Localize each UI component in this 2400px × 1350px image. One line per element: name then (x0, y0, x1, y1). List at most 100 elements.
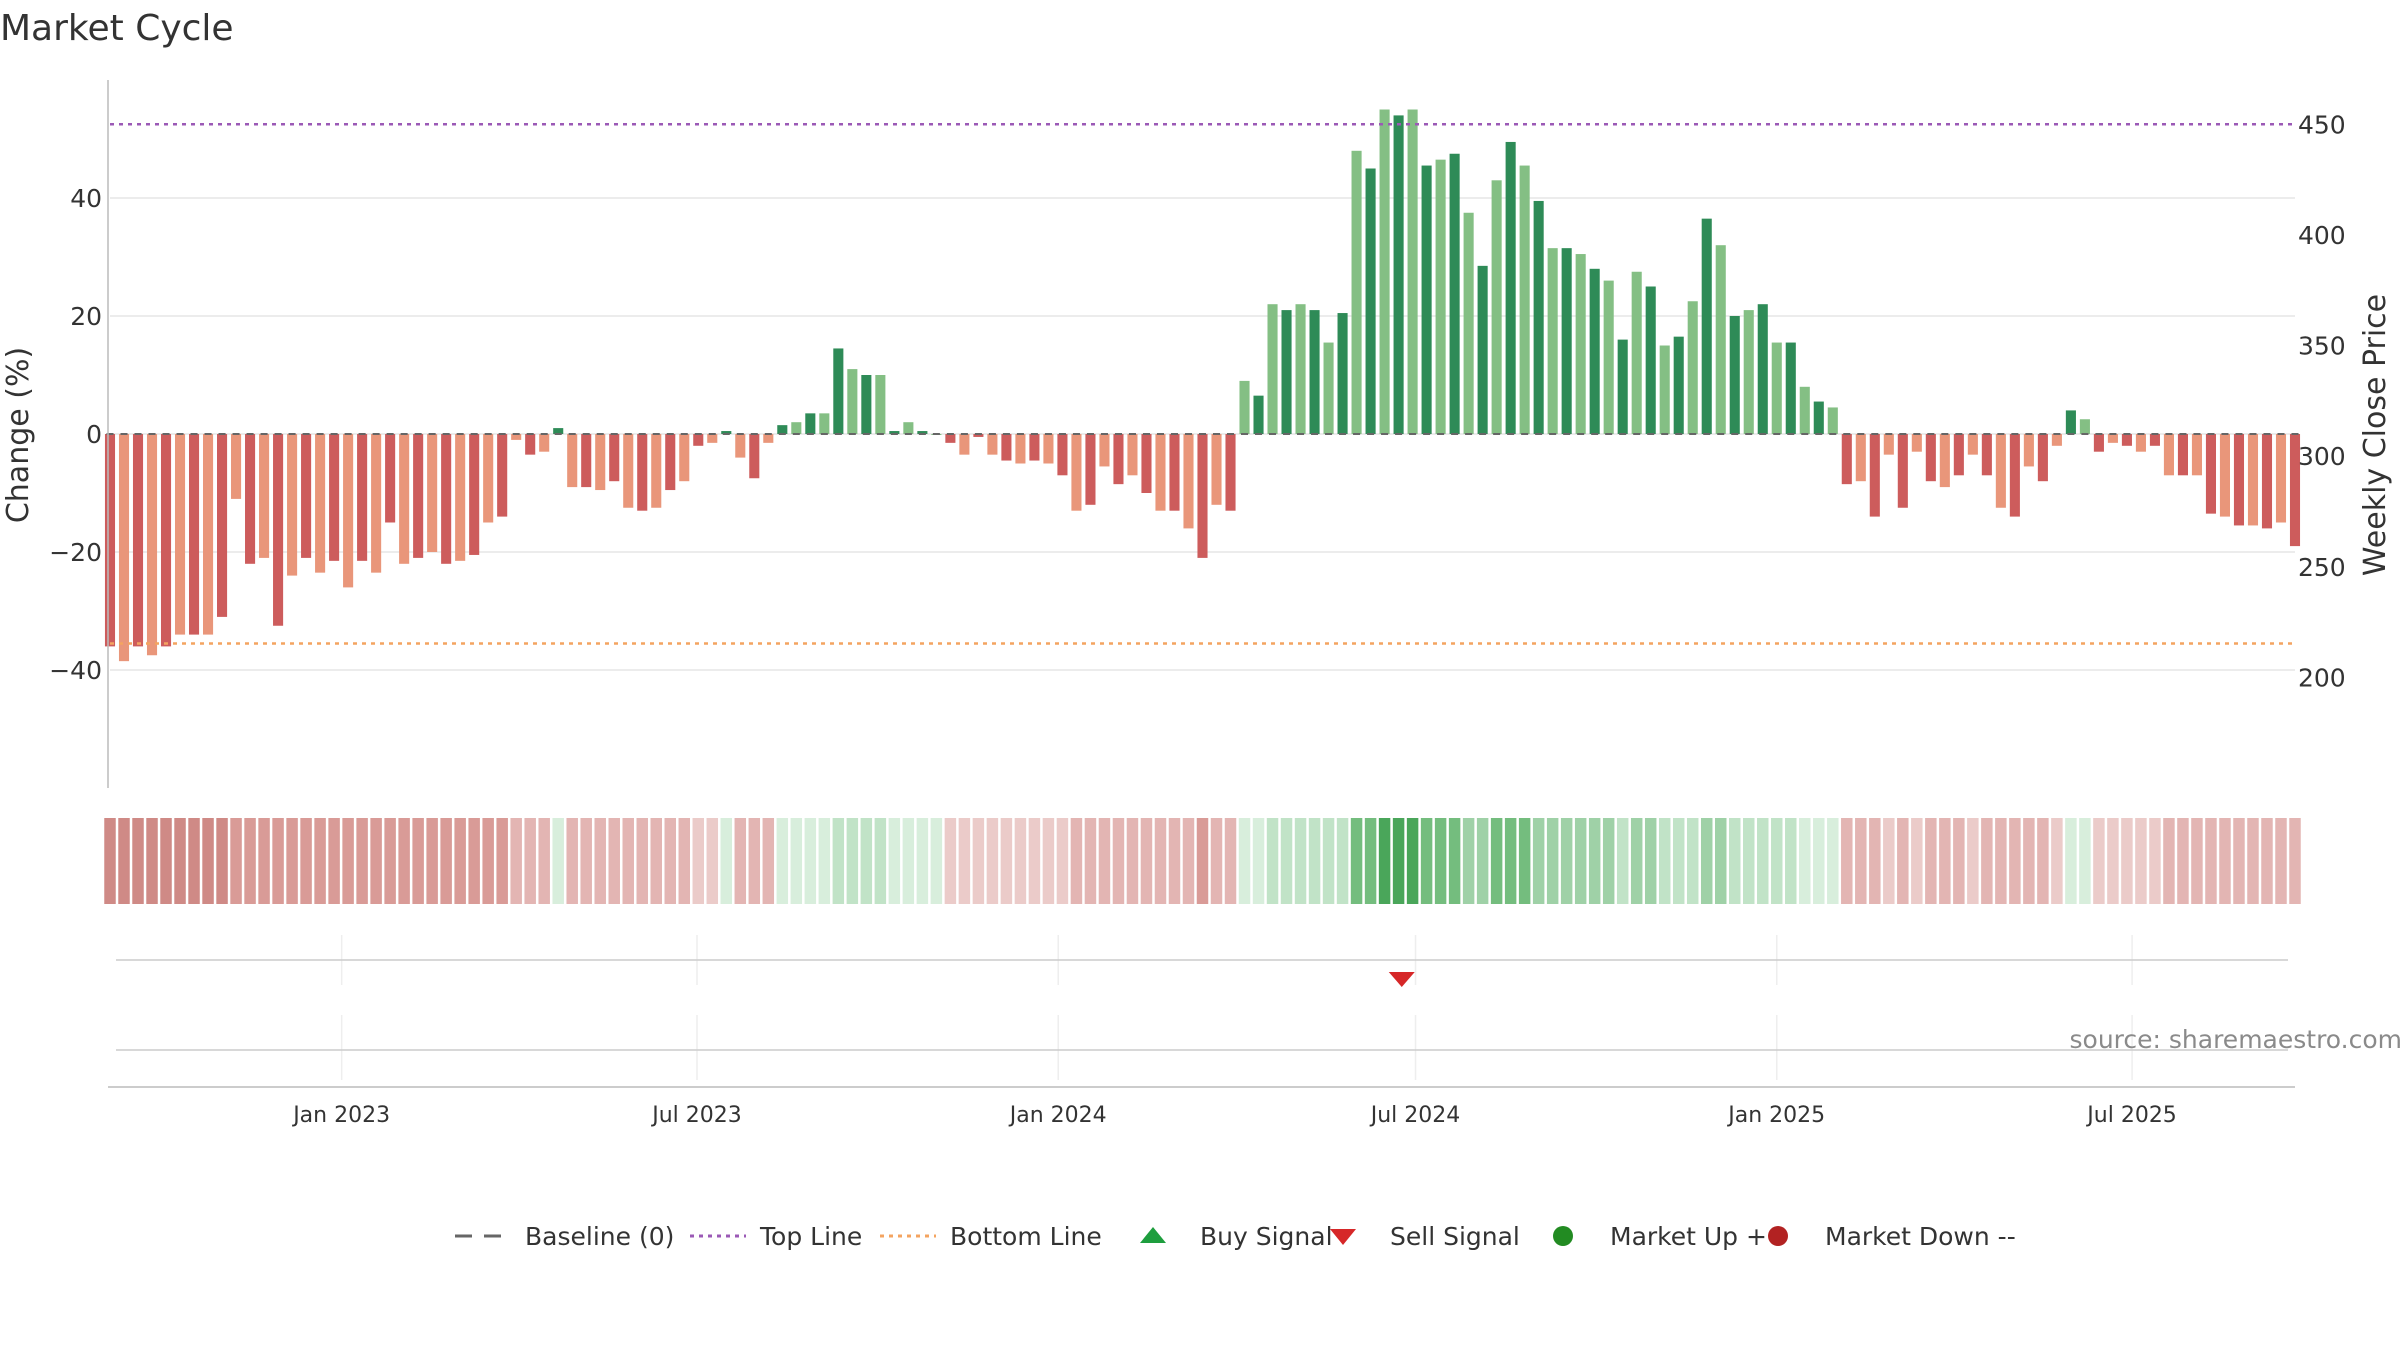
bar (1407, 109, 1418, 434)
heat-cell (2135, 818, 2147, 904)
heat-cell (1154, 818, 1167, 904)
strength-heat-strip (104, 818, 2301, 904)
heat-cell (2177, 818, 2189, 904)
heat-cell (118, 818, 130, 904)
heat-cell (1252, 818, 1265, 904)
bar (315, 434, 326, 573)
bar (427, 434, 438, 552)
heat-cell (1841, 818, 1853, 904)
bar (693, 434, 704, 446)
signal-markers (1388, 972, 1415, 987)
bar (1869, 434, 1880, 517)
heat-cell (1981, 818, 1993, 904)
heat-cell (1532, 818, 1545, 904)
bar (917, 431, 928, 434)
heat-cell (1813, 818, 1825, 904)
heat-cell (2009, 818, 2021, 904)
heat-cell (314, 818, 326, 904)
bar-series (104, 109, 2301, 662)
heat-cell (902, 818, 915, 904)
bar (609, 434, 620, 482)
bar (1631, 271, 1642, 434)
heat-cell (2023, 818, 2035, 904)
chart-title: Market Cycle (0, 8, 234, 49)
bar (973, 434, 984, 437)
bar (1393, 115, 1404, 435)
bar (301, 434, 312, 558)
bar (1267, 304, 1278, 434)
heat-cell (1771, 818, 1783, 904)
y2-tick-label: 300 (2298, 442, 2346, 471)
heat-cell (1238, 818, 1251, 904)
heat-cell (1700, 818, 1713, 904)
bar (2135, 434, 2146, 452)
bar (1967, 434, 1978, 455)
heat-cell (1546, 818, 1559, 904)
bar (1001, 434, 1012, 461)
bar (2275, 434, 2287, 523)
y-tick-label: 40 (70, 184, 102, 213)
legend-label: Market Down -- (1825, 1222, 2016, 1251)
legend-swatch (1330, 1229, 1356, 1245)
legend-swatch (1768, 1226, 1788, 1246)
legend-label: Sell Signal (1390, 1222, 1520, 1251)
legend-item: Bottom Line (880, 1222, 1102, 1251)
heat-cell (2247, 818, 2259, 904)
heat-cell (2065, 818, 2077, 904)
heat-cell (1084, 818, 1097, 904)
bar (1225, 434, 1236, 511)
bar (2009, 434, 2020, 517)
heat-cell (2037, 818, 2049, 904)
bar (2289, 434, 2301, 547)
bar (2163, 434, 2174, 476)
heat-cell (104, 818, 116, 904)
y2-tick-label: 350 (2298, 332, 2346, 361)
bar (539, 434, 550, 452)
heat-cell (356, 818, 368, 904)
heat-cell (1392, 818, 1405, 904)
source-credit: source: sharemaestro.com (2070, 1025, 2400, 1054)
bar (1911, 434, 1922, 452)
heat-cell (1827, 818, 1839, 904)
bar (1589, 268, 1600, 434)
heat-cell (1224, 818, 1237, 904)
heat-cell (1098, 818, 1111, 904)
bar (2219, 434, 2231, 517)
bar (273, 434, 284, 626)
bar (1953, 434, 1964, 476)
heat-cell (482, 818, 494, 904)
bar (1729, 316, 1740, 434)
bar (2065, 410, 2076, 434)
heat-cell (1911, 818, 1923, 904)
bar (1435, 159, 1446, 434)
sell-signal-marker (1388, 972, 1415, 987)
bar (1785, 342, 1796, 434)
y-tick-label: 20 (70, 302, 102, 331)
legend-item: Sell Signal (1330, 1222, 1520, 1251)
bar (497, 434, 508, 517)
bar (1127, 434, 1138, 476)
heat-cell (1729, 818, 1741, 904)
heat-cell (1210, 818, 1223, 904)
bar (399, 434, 410, 564)
x-tick-label: Jan 2024 (1008, 1103, 1107, 1128)
bar (2121, 434, 2132, 446)
heat-cell (636, 818, 648, 904)
heat-cell (1434, 818, 1447, 904)
bar (2107, 434, 2118, 443)
y2-tick-label: 250 (2298, 553, 2346, 582)
x-tick-label: Jul 2024 (1369, 1103, 1461, 1128)
bar (1197, 434, 1208, 558)
heat-cell (720, 818, 733, 904)
signal-panels: Jan 2023 Jul 2023 Jan 2024 Jul 2024 Jan 2025… (108, 935, 2400, 1128)
bar (1673, 336, 1684, 434)
bar (1519, 165, 1530, 435)
bar (665, 434, 676, 491)
heat-cell (1897, 818, 1909, 904)
x-axis-ticks: Jan 2023 Jul 2023 Jan 2024 Jul 2024 Jan 2025… (291, 1103, 2177, 1128)
heat-cell (888, 818, 901, 904)
heat-cell (1953, 818, 1965, 904)
bar (2177, 434, 2188, 476)
bar (1897, 434, 1908, 508)
legend-item: Baseline (0) (455, 1222, 674, 1251)
